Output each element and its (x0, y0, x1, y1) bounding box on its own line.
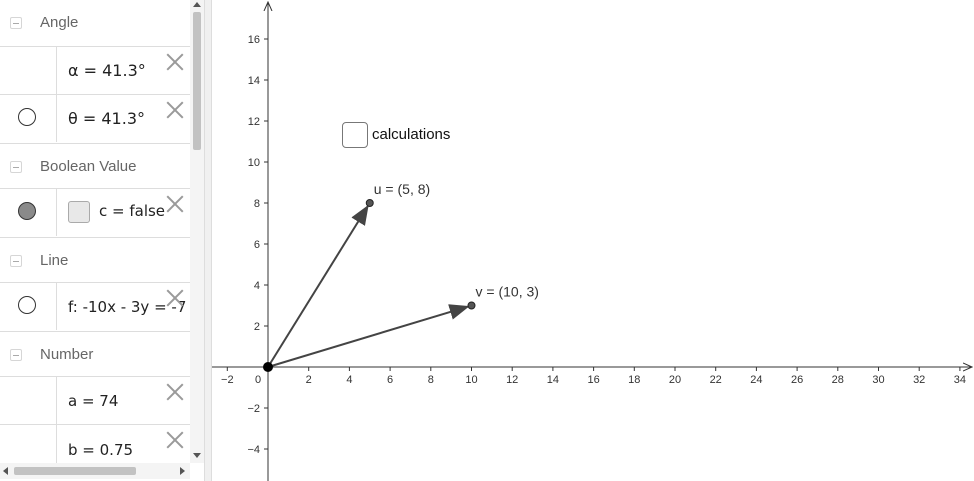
visibility-toggle-icon[interactable] (18, 296, 36, 314)
algebra-view: Angle α = 41.3° θ = 41.3° Boolean Value … (0, 0, 190, 463)
y-tick-label: 10 (248, 157, 260, 169)
group-title-boolean: Boolean Value (40, 158, 137, 175)
expr-b[interactable]: b = 0.75 (68, 441, 134, 459)
x-tick-label: −2 (221, 374, 234, 386)
delete-icon[interactable] (166, 289, 184, 307)
expr-c[interactable]: c = false (99, 202, 166, 220)
vector-endpoint-v[interactable] (467, 301, 476, 310)
graphics-view[interactable]: −2 0 2 4 6 8 10 12 14 16 18 20 22 24 26 28 30 32 34 −4 −2 2 4 6… (212, 0, 974, 481)
x-tick-label: 32 (913, 374, 925, 386)
x-tick-label: 0 (255, 374, 261, 386)
algebra-row-alpha[interactable]: α = 41.3° (0, 46, 190, 94)
group-line: Line (0, 237, 190, 284)
y-tick-label: 14 (248, 75, 260, 87)
calculations-label[interactable]: calculations (372, 126, 451, 143)
y-tick-label: 12 (248, 116, 260, 128)
x-tick-label: 26 (791, 374, 803, 386)
algebra-row-a[interactable]: a = 74 (0, 376, 190, 424)
x-tick-label: 34 (954, 374, 966, 386)
y-tick-label: 8 (254, 198, 260, 210)
group-title-number: Number (40, 346, 94, 363)
y-tick-label: 6 (254, 239, 260, 251)
algebra-row-c[interactable]: c = false (0, 188, 190, 236)
collapse-icon[interactable] (10, 255, 22, 267)
x-tick-label: 12 (506, 374, 518, 386)
group-title-angle: Angle (40, 14, 79, 31)
horizontal-scrollbar[interactable] (0, 463, 190, 479)
expr-a[interactable]: a = 74 (68, 392, 119, 410)
delete-icon[interactable] (166, 431, 184, 449)
x-tick-label: 16 (587, 374, 599, 386)
vector-label-u: u = (5, 8) (374, 181, 430, 197)
collapse-icon[interactable] (10, 17, 22, 29)
scroll-thumb[interactable] (193, 12, 201, 150)
y-tick-label: 4 (254, 280, 260, 292)
delete-icon[interactable] (166, 383, 184, 401)
visibility-toggle-icon[interactable] (18, 108, 36, 126)
group-title-line: Line (40, 252, 69, 269)
y-tick-label: −4 (247, 444, 260, 456)
delete-icon[interactable] (166, 101, 184, 119)
visibility-toggle-icon[interactable] (18, 202, 36, 220)
x-tick-label: 30 (872, 374, 884, 386)
x-tick-label: 4 (346, 374, 352, 386)
x-tick-label: 2 (306, 374, 312, 386)
x-tick-label: 28 (832, 374, 844, 386)
x-tick-label: 22 (710, 374, 722, 386)
x-tick-label: 14 (547, 374, 559, 386)
algebra-row-theta[interactable]: θ = 41.3° (0, 94, 190, 142)
x-tick-label: 6 (387, 374, 393, 386)
scroll-up-icon[interactable] (193, 2, 201, 7)
scroll-down-icon[interactable] (193, 453, 201, 458)
delete-icon[interactable] (166, 195, 184, 213)
vector-v[interactable] (267, 304, 470, 368)
algebra-row-f[interactable]: f: -10x - 3y = -7 (0, 282, 190, 330)
expr-theta[interactable]: θ = 41.3° (68, 109, 145, 128)
delete-icon[interactable] (166, 53, 184, 71)
calculations-checkbox[interactable] (342, 122, 368, 148)
group-number: Number (0, 331, 190, 378)
y-tick-label: −2 (247, 403, 260, 415)
expr-f[interactable]: f: -10x - 3y = -7 (68, 298, 187, 316)
x-tick-label: 24 (750, 374, 762, 386)
vector-label-v: v = (10, 3) (476, 284, 539, 300)
x-tick-label: 18 (628, 374, 640, 386)
vertical-scrollbar[interactable] (190, 0, 204, 463)
y-tick-label: 16 (248, 34, 260, 46)
scroll-left-icon[interactable] (3, 467, 8, 475)
collapse-icon[interactable] (10, 349, 22, 361)
scroll-right-icon[interactable] (180, 467, 185, 475)
group-boolean: Boolean Value (0, 143, 190, 190)
algebra-row-b[interactable]: b = 0.75 (0, 424, 190, 463)
y-tick-label: 2 (254, 321, 260, 333)
group-angle: Angle (0, 0, 190, 46)
vector-u[interactable] (267, 204, 369, 368)
x-tick-label: 8 (428, 374, 434, 386)
view-divider[interactable] (204, 0, 212, 481)
scroll-thumb-horizontal[interactable] (14, 467, 136, 475)
expr-alpha[interactable]: α = 41.3° (68, 61, 146, 80)
vector-endpoint-u[interactable] (365, 199, 374, 207)
collapse-icon[interactable] (10, 161, 22, 173)
x-tick-label: 10 (465, 374, 477, 386)
boolean-checkbox[interactable] (68, 201, 90, 223)
origin-point[interactable] (263, 362, 273, 372)
coordinate-plane[interactable]: −2 0 2 4 6 8 10 12 14 16 18 20 22 24 26 28 30 32 34−4−2246… (212, 0, 974, 481)
x-tick-label: 20 (669, 374, 681, 386)
